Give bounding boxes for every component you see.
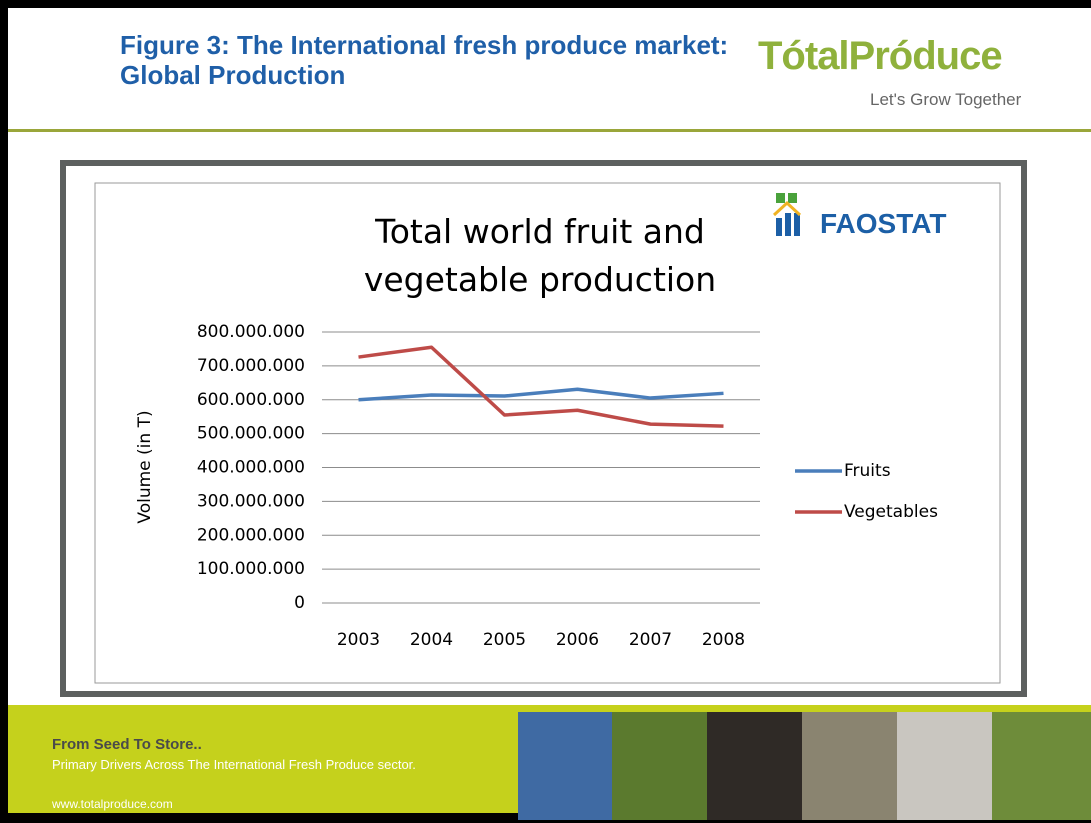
icon-part: [785, 213, 791, 236]
slide-graphics: 0 100.000.000 200.000.000 300.000.000 400.00…: [0, 0, 1091, 823]
y-axis-label: Volume (in T): [135, 410, 155, 523]
legend-label: Vegetables: [844, 502, 938, 522]
footer-url: www.totalproduce.com: [52, 797, 173, 811]
photo: [897, 712, 992, 820]
y-tick-label: 800.000.000: [197, 322, 305, 342]
y-tick-label: 0: [294, 593, 305, 613]
y-tick-label: 700.000.000: [197, 356, 305, 376]
footer-heading: From Seed To Store..: [52, 736, 202, 753]
y-tick-label: 500.000.000: [197, 424, 305, 444]
icon-part: [776, 193, 785, 203]
photo-strip: [518, 712, 1091, 820]
footer-subheading: Primary Drivers Across The International…: [52, 757, 416, 772]
y-tick-label: 600.000.000: [197, 390, 305, 410]
photo: [707, 712, 802, 820]
photo: [992, 712, 1091, 820]
x-tick-label: 2004: [410, 630, 453, 650]
header-rule: [8, 129, 1091, 132]
legend-label: Fruits: [844, 461, 891, 481]
chart-title: Total world fruit and vegetable producti…: [300, 208, 780, 304]
tagline: Let's Grow Together: [870, 90, 1021, 110]
y-tick-label: 200.000.000: [197, 525, 305, 545]
x-tick-label: 2005: [483, 630, 526, 650]
icon-part: [794, 213, 800, 236]
photo: [518, 712, 612, 820]
x-tick-label: 2007: [629, 630, 672, 650]
x-tick-label: 2006: [556, 630, 599, 650]
logo: TótalPróduce: [758, 34, 1002, 79]
photo: [802, 712, 897, 820]
y-tick-label: 100.000.000: [197, 559, 305, 579]
source-logo: FAOSTAT: [820, 208, 947, 240]
icon-part: [788, 193, 797, 203]
slide: 0 100.000.000 200.000.000 300.000.000 400.00…: [0, 0, 1091, 823]
y-tick-label: 300.000.000: [197, 491, 305, 511]
x-tick-label: 2003: [337, 630, 380, 650]
photo: [612, 712, 707, 820]
y-tick-label: 400.000.000: [197, 458, 305, 478]
header-title: Figure 3: The International fresh produc…: [120, 30, 760, 90]
x-tick-label: 2008: [702, 630, 745, 650]
